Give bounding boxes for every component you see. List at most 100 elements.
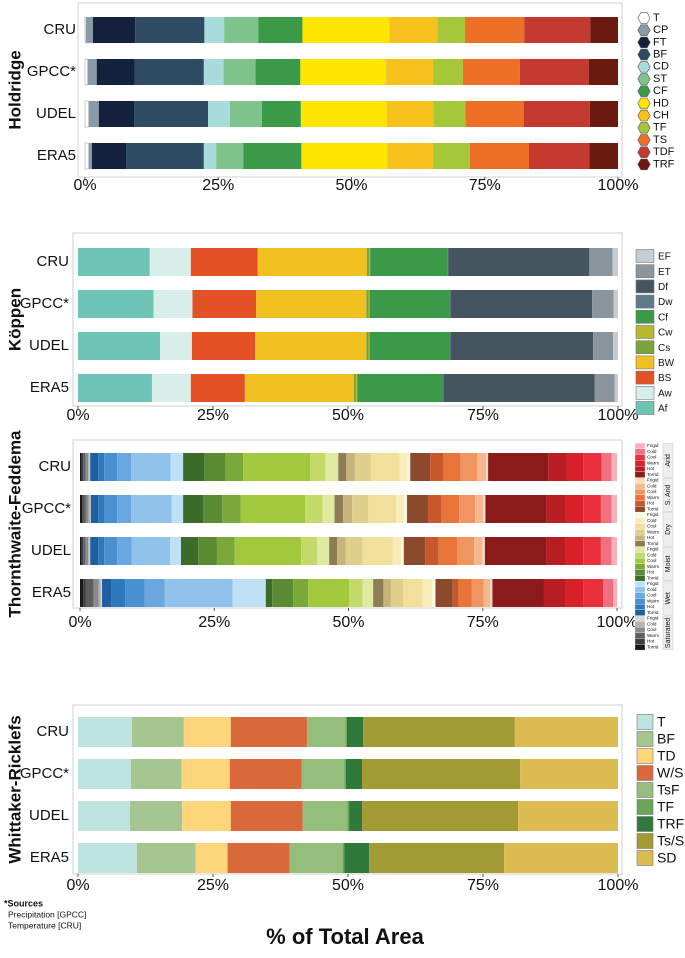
legend-label: Frigid — [647, 478, 659, 483]
bar-segment — [195, 843, 228, 873]
bar-segment — [78, 801, 130, 831]
legend-marker — [637, 48, 651, 61]
bar-segment — [117, 495, 132, 523]
panel-title: Holdridge — [5, 50, 24, 129]
bar-segment — [83, 453, 86, 481]
bar-segment — [588, 59, 618, 85]
bar-segment — [523, 101, 590, 127]
legend-marker — [634, 575, 646, 582]
category-label: ERA5 — [30, 849, 69, 866]
bar-segment — [301, 759, 345, 789]
bar-segment — [111, 579, 126, 607]
bar-segment — [334, 495, 344, 523]
bar-segment — [603, 579, 614, 607]
bar-segment — [289, 843, 343, 873]
bar-segment — [543, 579, 566, 607]
bar-segment — [81, 453, 84, 481]
bar-segment — [460, 453, 478, 481]
bar-segment — [389, 17, 438, 43]
legend-marker — [635, 309, 655, 324]
legend-label: Aw — [658, 388, 672, 399]
x-tick-label: 50% — [332, 877, 364, 894]
legend-marker — [637, 97, 651, 110]
bar-segment — [88, 495, 91, 523]
bar-segment — [449, 332, 451, 360]
legend-label: EF — [658, 252, 671, 263]
bar-segment — [514, 717, 618, 747]
bar-segment — [357, 374, 443, 402]
bar-segment — [450, 290, 593, 318]
legend-marker — [634, 569, 646, 576]
legend-marker — [636, 714, 654, 730]
legend-marker — [637, 36, 651, 49]
legend-label: Torrid — [647, 610, 659, 615]
bar-segment — [528, 143, 590, 169]
legend-group-box — [662, 512, 674, 547]
bar-segment — [78, 759, 131, 789]
legend-label: Hot — [647, 535, 655, 540]
legend-marker — [634, 442, 646, 450]
bar-segment — [302, 801, 348, 831]
bar-segment — [204, 453, 225, 481]
legend-marker — [634, 471, 646, 478]
bar-segment — [469, 143, 529, 169]
bar-segment — [613, 290, 618, 318]
category-label: UDEL — [36, 105, 76, 122]
legend-marker — [634, 552, 646, 559]
legend-marker — [637, 61, 651, 73]
bar-segment — [383, 579, 391, 607]
legend-label: Hot — [647, 466, 655, 471]
bar-segment — [92, 17, 136, 43]
bar-segment — [524, 17, 591, 43]
bar-segment — [589, 101, 618, 127]
legend-marker — [634, 483, 646, 490]
x-tick-label: 100% — [598, 177, 639, 194]
bar-segment — [190, 248, 258, 276]
legend-label: TRF — [653, 158, 675, 170]
bar-segment — [370, 248, 448, 276]
bar-segment — [80, 495, 83, 523]
bar-segment — [354, 453, 371, 481]
x-axis-title: % of Total Area — [266, 924, 424, 949]
legend-label: TS — [653, 134, 667, 146]
bar-segment — [369, 843, 505, 873]
bar-segment — [452, 579, 459, 607]
bar-segment — [90, 495, 99, 523]
bar-segment — [88, 143, 92, 169]
bar-segment — [203, 59, 224, 85]
bar-segment — [130, 759, 182, 789]
legend-marker — [634, 603, 646, 611]
legend-marker — [634, 626, 646, 634]
bar-segment — [78, 843, 137, 873]
legend-label: BF — [653, 49, 667, 61]
legend-marker — [634, 540, 646, 547]
bar-segment — [80, 537, 82, 565]
bar-segment — [104, 537, 118, 565]
legend-marker — [635, 325, 655, 339]
legend-label: Warm — [647, 598, 659, 603]
legend-marker — [637, 122, 651, 134]
bar-segment — [84, 142, 89, 170]
category-label: GPCC* — [20, 765, 69, 782]
bar-segment — [594, 374, 615, 402]
bar-segment — [600, 495, 612, 523]
bar-segment — [198, 537, 217, 565]
bar-segment — [401, 537, 404, 565]
x-tick-label: 50% — [332, 614, 364, 631]
bar-segment — [89, 453, 91, 481]
legend-marker — [634, 638, 646, 645]
bar-segment — [368, 495, 397, 523]
legend-marker — [634, 517, 646, 524]
bar-segment — [85, 453, 89, 481]
bar-segment — [183, 453, 205, 481]
bar-segment — [362, 579, 374, 607]
bar-segment — [403, 579, 423, 607]
bar-segment — [366, 248, 370, 276]
bar-segment — [600, 537, 612, 565]
legend-group-box — [662, 477, 674, 512]
bar-segment — [88, 453, 90, 481]
legend-label: Cool — [647, 558, 656, 563]
legend-marker — [635, 340, 655, 355]
x-tick-label: 75% — [467, 407, 499, 424]
legend-label: TsF — [657, 782, 680, 798]
